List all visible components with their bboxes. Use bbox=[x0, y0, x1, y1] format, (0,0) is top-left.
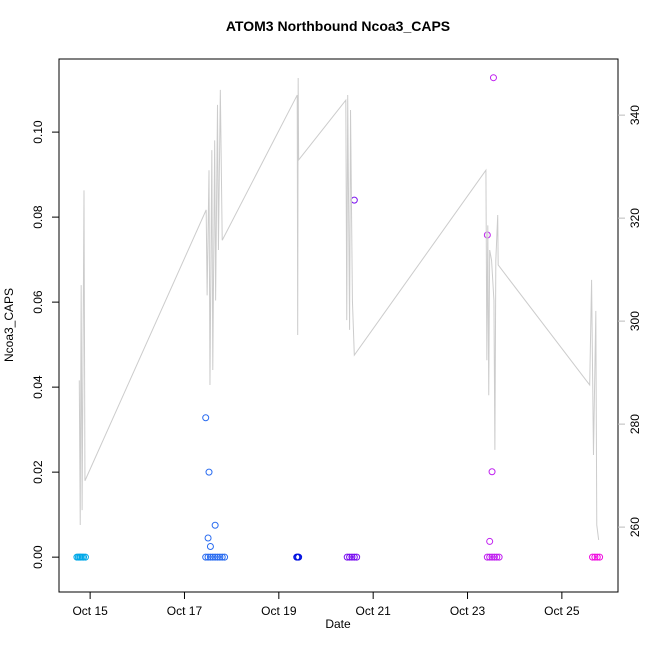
point bbox=[596, 553, 604, 561]
point bbox=[348, 553, 356, 561]
x-axis-title: Date bbox=[325, 617, 351, 631]
point bbox=[495, 553, 503, 561]
point bbox=[343, 553, 351, 561]
point bbox=[216, 553, 224, 561]
point bbox=[593, 553, 601, 561]
point bbox=[489, 74, 497, 82]
y2-tick-label: 280 bbox=[628, 414, 642, 434]
point bbox=[591, 553, 599, 561]
y-tick-label: 0.02 bbox=[31, 460, 45, 484]
point bbox=[211, 521, 219, 529]
chart-title: ATOM3 Northbound Ncoa3_CAPS bbox=[226, 18, 450, 34]
point bbox=[206, 543, 214, 551]
y2-tick-label: 340 bbox=[628, 105, 642, 125]
y-tick-label: 0.10 bbox=[31, 120, 45, 144]
y-tick-label: 0.00 bbox=[31, 545, 45, 569]
point bbox=[209, 553, 217, 561]
point bbox=[206, 553, 214, 561]
point bbox=[81, 553, 89, 561]
y2-tick-label: 260 bbox=[628, 517, 642, 537]
point bbox=[350, 553, 358, 561]
point bbox=[490, 553, 498, 561]
y-tick-label: 0.06 bbox=[31, 290, 45, 314]
point bbox=[202, 414, 210, 422]
x-tick-label: Oct 23 bbox=[450, 604, 486, 618]
point bbox=[486, 537, 494, 545]
point bbox=[214, 553, 222, 561]
point bbox=[202, 553, 210, 561]
plot-frame bbox=[58, 58, 619, 593]
point bbox=[488, 468, 496, 476]
point bbox=[80, 553, 88, 561]
point bbox=[486, 553, 494, 561]
x-tick-label: Oct 15 bbox=[72, 604, 108, 618]
y2-tick-label: 300 bbox=[628, 311, 642, 331]
point bbox=[493, 553, 501, 561]
point bbox=[204, 553, 212, 561]
point bbox=[589, 553, 597, 561]
y-tick-label: 0.08 bbox=[31, 205, 45, 229]
point bbox=[483, 553, 491, 561]
x-tick-label: Oct 21 bbox=[355, 604, 391, 618]
x-tick-label: Oct 17 bbox=[167, 604, 203, 618]
point bbox=[346, 553, 354, 561]
point bbox=[488, 553, 496, 561]
x-tick-label: Oct 19 bbox=[261, 604, 297, 618]
point bbox=[295, 553, 303, 561]
y-tick-label: 0.04 bbox=[31, 375, 45, 399]
point bbox=[204, 534, 212, 542]
point bbox=[211, 553, 219, 561]
point bbox=[350, 196, 358, 204]
y-axis-title: Ncoa3_CAPS bbox=[2, 288, 16, 362]
y2-tick-label: 320 bbox=[628, 208, 642, 228]
line bbox=[78, 78, 600, 541]
point bbox=[221, 553, 229, 561]
point bbox=[353, 553, 361, 561]
point bbox=[218, 553, 226, 561]
x-tick-label: Oct 25 bbox=[544, 604, 580, 618]
point bbox=[205, 468, 213, 476]
